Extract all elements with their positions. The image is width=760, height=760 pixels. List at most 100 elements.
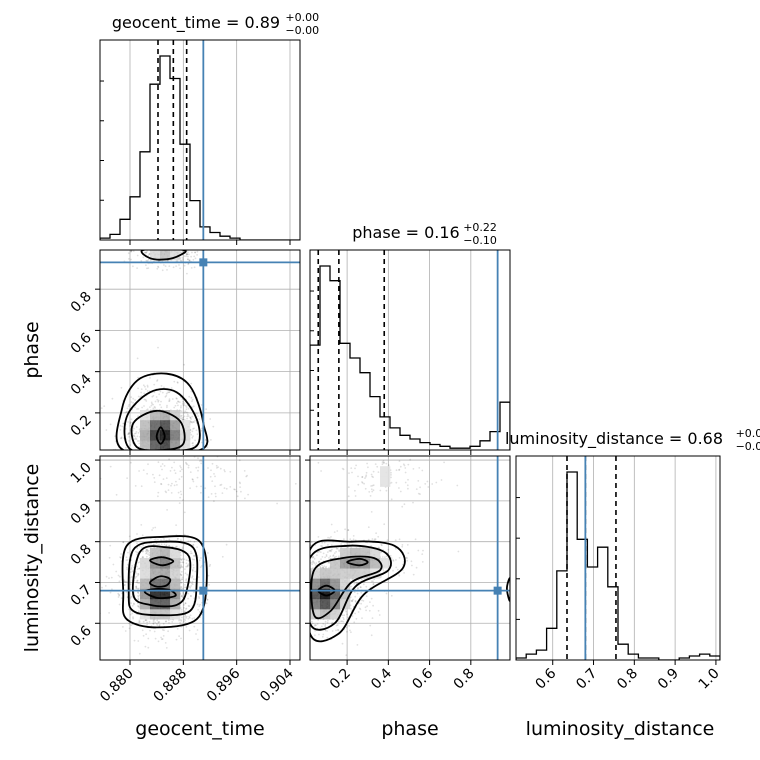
sample-point <box>122 422 125 425</box>
sample-point <box>167 489 170 491</box>
sample-point <box>158 474 161 477</box>
sample-point <box>372 470 375 473</box>
sample-point <box>137 376 140 379</box>
sample-point <box>129 597 132 599</box>
sample-point <box>137 573 139 575</box>
sample-point <box>332 555 334 557</box>
sample-point <box>342 620 345 623</box>
sample-point <box>332 554 335 556</box>
sample-point <box>125 556 128 559</box>
sample-point <box>435 481 438 484</box>
sample-point <box>189 471 192 473</box>
sample-point <box>398 460 401 462</box>
sample-point <box>137 587 139 590</box>
sample-point <box>166 509 169 511</box>
sample-point <box>215 464 218 467</box>
sample-point <box>192 566 195 569</box>
sample-point <box>104 585 107 587</box>
sample-point <box>153 391 156 394</box>
sample-point <box>191 251 193 254</box>
sample-point <box>398 574 401 577</box>
sample-point <box>182 591 185 594</box>
sample-point <box>351 600 354 603</box>
density-cell <box>330 568 341 579</box>
density-cell <box>170 568 181 579</box>
sample-point <box>137 598 140 600</box>
sample-point <box>119 428 122 431</box>
sample-point <box>406 557 408 559</box>
sample-point <box>157 538 159 541</box>
sample-point <box>199 460 201 462</box>
panel-title-phase: phase = 0.16 <box>352 223 459 242</box>
sample-point <box>199 603 202 606</box>
sample-point <box>180 406 182 409</box>
sample-point <box>168 265 171 267</box>
sample-point <box>146 384 149 387</box>
sample-point <box>371 617 374 619</box>
sample-point <box>317 551 320 553</box>
sample-point <box>157 640 160 643</box>
sample-point <box>327 536 329 539</box>
sample-point <box>158 624 161 626</box>
sample-point <box>143 251 146 254</box>
sample-point <box>198 597 201 599</box>
density-cell <box>160 547 171 559</box>
sample-point <box>131 612 134 615</box>
sample-point <box>134 577 137 579</box>
x-tick-label: 0.6 <box>409 665 436 692</box>
sample-point <box>146 259 149 262</box>
sample-point <box>314 634 316 637</box>
sample-point <box>184 614 187 617</box>
sample-point <box>185 559 188 561</box>
sample-point <box>180 493 183 496</box>
sample-point <box>336 624 339 626</box>
sample-point <box>387 548 390 551</box>
sample-point <box>124 584 126 586</box>
sample-point <box>351 578 354 581</box>
sample-point <box>196 413 199 415</box>
sample-point <box>180 565 183 568</box>
sample-point <box>368 491 371 493</box>
sample-point <box>324 556 326 559</box>
sample-point <box>180 595 183 598</box>
sample-point <box>109 423 112 426</box>
sample-point <box>198 559 201 562</box>
sample-point <box>168 545 171 547</box>
sample-point <box>177 400 180 403</box>
sample-point <box>398 469 400 471</box>
sample-point <box>173 461 176 464</box>
sample-point <box>223 469 226 471</box>
x-tick-label: 0.888 <box>150 666 190 706</box>
sample-point <box>187 466 190 469</box>
sample-point <box>326 551 329 553</box>
sample-point <box>136 579 139 582</box>
sample-point <box>346 613 348 616</box>
sample-point <box>136 435 139 438</box>
sample-point <box>136 547 139 550</box>
sample-point <box>189 581 192 583</box>
sample-point <box>183 363 186 366</box>
sample-point <box>187 540 190 543</box>
sample-point <box>188 259 191 262</box>
sample-point <box>132 434 135 437</box>
sample-point <box>191 617 194 620</box>
sample-point <box>120 437 123 440</box>
x-tick-label: 0.6 <box>532 665 559 692</box>
sample-point <box>193 558 196 561</box>
sample-point <box>180 415 182 418</box>
sample-point <box>137 395 140 398</box>
sample-point <box>162 622 165 625</box>
sample-point <box>164 265 167 267</box>
sample-point <box>183 618 186 620</box>
x-axis-label-phase: phase <box>381 718 438 740</box>
sample-point <box>244 497 246 500</box>
sample-point <box>157 495 159 498</box>
sample-point <box>188 259 191 262</box>
sample-point <box>372 476 374 478</box>
sample-point <box>357 483 360 486</box>
sample-point <box>164 642 167 644</box>
x-tick-label: 0.4 <box>368 665 395 692</box>
sample-point <box>321 556 324 558</box>
sample-point <box>417 549 420 552</box>
y-tick-label: 0.2 <box>68 412 95 439</box>
